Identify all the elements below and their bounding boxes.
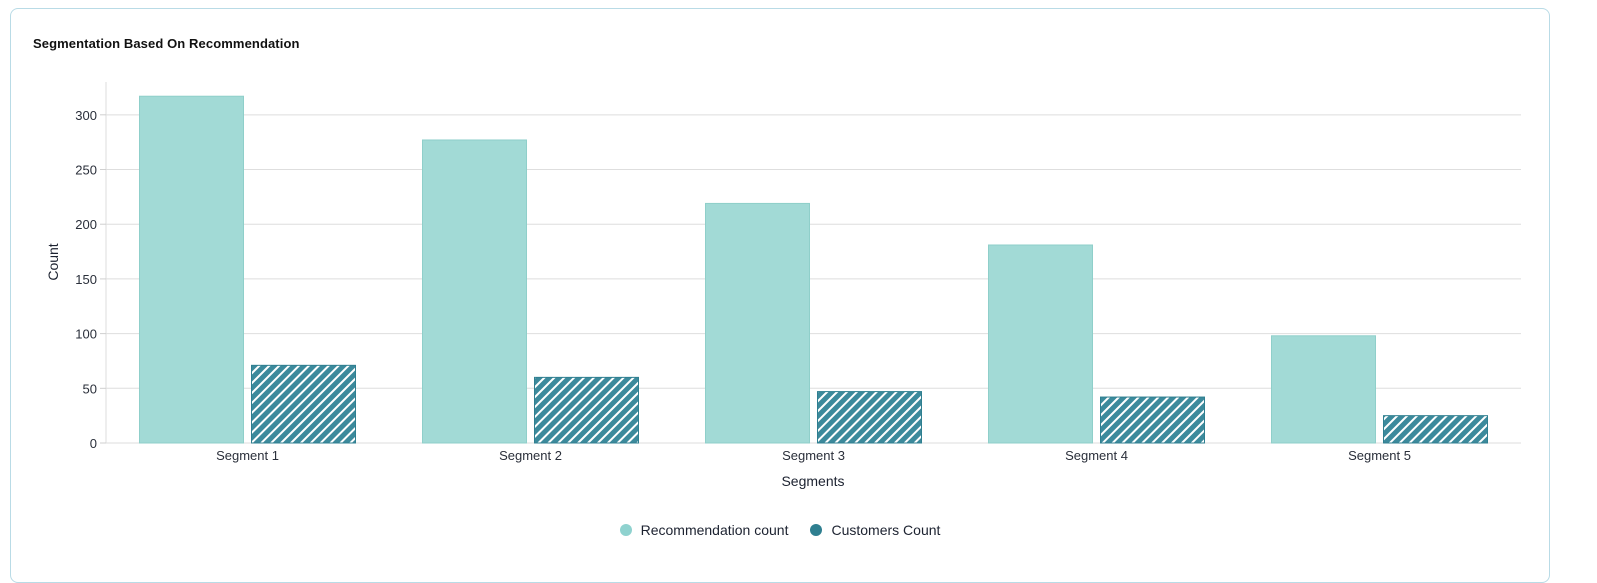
bar-recommendation-3 xyxy=(705,202,810,444)
y-tick-label: 50 xyxy=(83,381,97,396)
x-tick-label: Segment 2 xyxy=(499,448,562,463)
legend-label-recommendation: Recommendation count xyxy=(640,522,789,538)
bar-customers-4 xyxy=(1100,396,1205,444)
chart-title: Segmentation Based On Recommendation xyxy=(33,36,300,51)
y-tick-label: 0 xyxy=(90,436,97,451)
bar-recommendation-4 xyxy=(988,244,1093,444)
y-tick-label: 100 xyxy=(75,327,97,342)
bar-customers-3 xyxy=(817,391,922,444)
legend-item-recommendation[interactable]: Recommendation count xyxy=(619,522,789,538)
y-tick-label: 150 xyxy=(75,272,97,287)
bar-customers-5 xyxy=(1383,415,1488,444)
y-tick-label: 250 xyxy=(75,163,97,178)
x-tick-label: Segment 5 xyxy=(1348,448,1411,463)
bar-recommendation-1 xyxy=(139,95,244,444)
legend-swatch-customers xyxy=(810,524,823,536)
legend-label-customers: Customers Count xyxy=(831,522,941,538)
bar-recommendation-5 xyxy=(1271,335,1376,444)
bar-recommendation-2 xyxy=(422,139,527,444)
y-axis-title: Count xyxy=(45,243,61,280)
legend-item-customers[interactable]: Customers Count xyxy=(810,522,940,538)
legend-swatch-recommendation xyxy=(619,524,632,536)
y-tick-label: 300 xyxy=(75,108,97,123)
x-tick-label: Segment 1 xyxy=(216,448,279,463)
y-tick-label: 200 xyxy=(75,217,97,232)
x-axis: Segment 1 Segment 2 Segment 3 Segment 4 Segm… xyxy=(216,448,1411,463)
x-axis-title: Segments xyxy=(781,473,844,489)
legend: Recommendation count Customers Count xyxy=(0,522,1560,538)
bar-customers-1 xyxy=(251,364,356,444)
bars xyxy=(139,95,1488,444)
bar-customers-2 xyxy=(534,376,639,444)
x-tick-label: Segment 4 xyxy=(1065,448,1128,463)
x-tick-label: Segment 3 xyxy=(782,448,845,463)
y-axis: 0 50 100 150 200 250 300 xyxy=(75,108,97,451)
